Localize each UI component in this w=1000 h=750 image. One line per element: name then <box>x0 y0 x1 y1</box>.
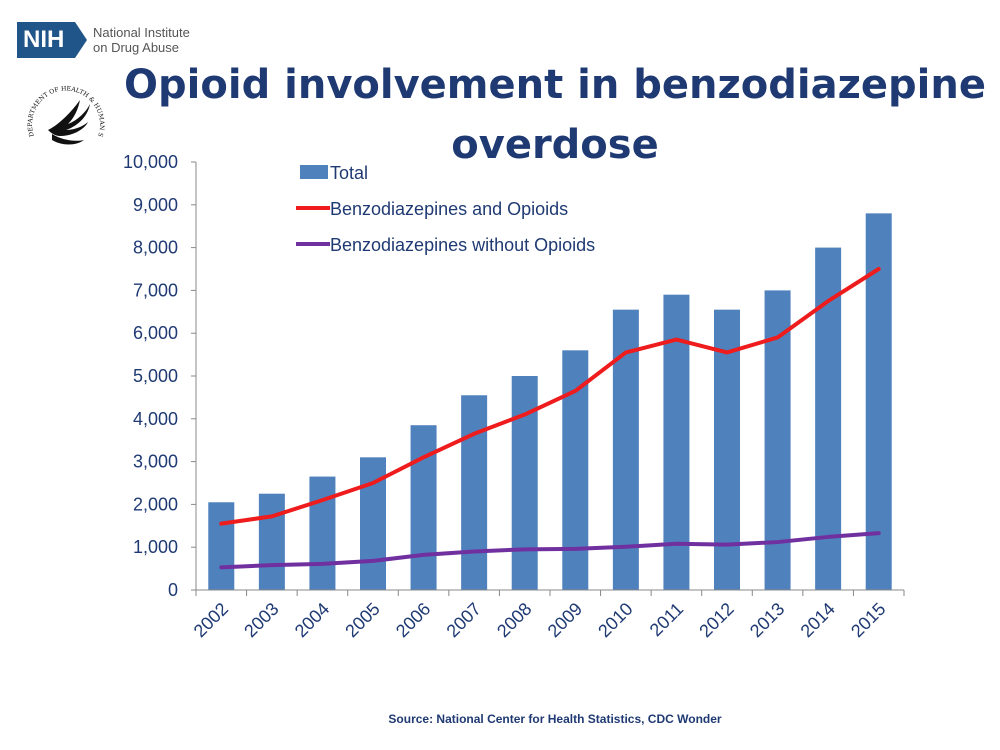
y-tick-label: 2,000 <box>133 494 178 514</box>
legend-swatch-total <box>300 165 328 179</box>
x-tick-label-2011: 2011 <box>646 599 688 641</box>
legend-label-3: Benzodiazepines without Opioids <box>330 235 595 255</box>
x-tick-label-2014: 2014 <box>797 599 839 641</box>
y-tick-label: 0 <box>168 580 178 600</box>
bar-total-2007 <box>461 395 488 590</box>
bar-total-2003 <box>258 493 285 590</box>
nih-logo: NIH National Institute on Drug Abuse <box>17 22 190 58</box>
y-tick-label: 9,000 <box>133 195 178 215</box>
line-series-1 <box>219 267 881 526</box>
x-tick-label-2006: 2006 <box>392 599 434 641</box>
x-tick-label-2004: 2004 <box>291 599 333 641</box>
x-tick-label-2002: 2002 <box>190 599 232 641</box>
y-tick-label: 1,000 <box>133 537 178 557</box>
bar-total-2011 <box>663 294 690 590</box>
x-tick-label-2007: 2007 <box>443 599 485 641</box>
bar-total-2004 <box>309 476 336 590</box>
legend-label-1: Total <box>330 163 368 183</box>
nih-org-line2: on Drug Abuse <box>93 40 180 55</box>
y-tick-label: 7,000 <box>133 280 178 300</box>
nih-org-line1: National Institute <box>93 25 190 40</box>
title-line-2: overdose <box>451 122 659 168</box>
line-series-2 <box>219 531 881 570</box>
y-tick-label: 5,000 <box>133 366 178 386</box>
x-tick-label-2003: 2003 <box>240 599 282 641</box>
legend-label-2: Benzodiazepines and Opioids <box>330 199 568 219</box>
nih-logo-text: NIH <box>23 26 65 53</box>
page-title: Opioid involvement in benzodiazepine ove… <box>110 55 1000 175</box>
bar-total-2002 <box>208 502 235 590</box>
y-tick-label: 6,000 <box>133 323 178 343</box>
x-tick-label-2008: 2008 <box>493 599 535 641</box>
x-tick-label-2015: 2015 <box>847 599 889 641</box>
nih-org-name: National Institute on Drug Abuse <box>93 25 190 55</box>
x-tick-label-2013: 2013 <box>746 599 788 641</box>
y-tick-label: 4,000 <box>133 409 178 429</box>
y-tick-label: 3,000 <box>133 452 178 472</box>
x-tick-label-2012: 2012 <box>695 599 737 641</box>
hhs-seal-icon: DEPARTMENT OF HEALTH & HUMAN SERVICES · … <box>18 70 105 145</box>
bar-total-2010 <box>612 309 639 590</box>
title-line-1: Opioid involvement in benzodiazepine <box>124 62 986 108</box>
x-tick-label-2010: 2010 <box>594 599 636 641</box>
source-note: Source: National Center for Health Stati… <box>388 712 722 726</box>
bar-total-2014 <box>815 247 842 590</box>
x-tick-label-2009: 2009 <box>544 599 586 641</box>
x-tick-label-2005: 2005 <box>341 599 383 641</box>
nih-logo-badge: NIH <box>17 22 87 58</box>
y-tick-label: 8,000 <box>133 238 178 258</box>
y-tick-label: 10,000 <box>123 152 178 172</box>
bar-total-2006 <box>410 425 437 590</box>
